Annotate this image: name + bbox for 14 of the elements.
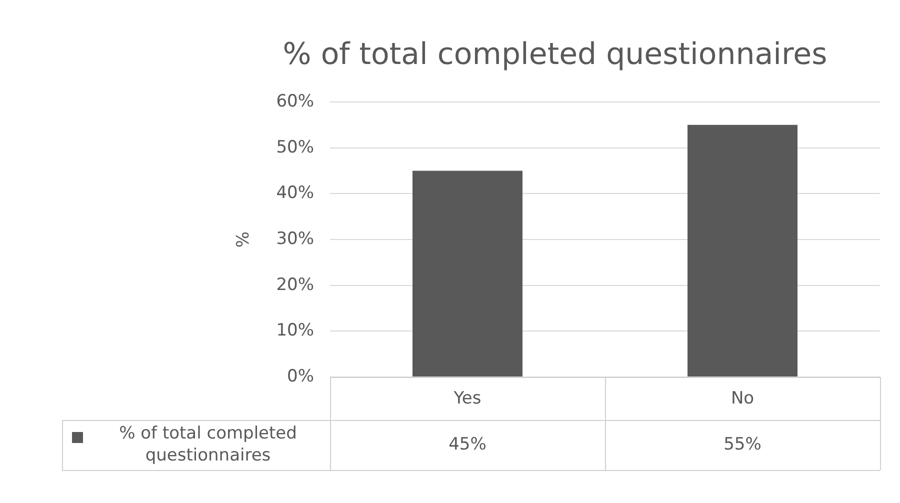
data-label: 45% bbox=[448, 434, 486, 454]
y-tick-label: 10% bbox=[276, 320, 314, 341]
y-tick-label: 60% bbox=[276, 91, 314, 112]
x-tick-label: No bbox=[730, 388, 754, 409]
x-tick-label: Yes bbox=[452, 388, 482, 409]
data-label: 55% bbox=[724, 434, 762, 454]
y-tick-label: 30% bbox=[276, 228, 314, 249]
y-tick-label: 0% bbox=[287, 366, 314, 386]
y-tick-label: 40% bbox=[276, 183, 314, 204]
chart-title: % of total completed questionnaires bbox=[282, 36, 828, 72]
y-axis-title: % bbox=[234, 231, 254, 248]
legend-label: % of total completed questionnaires bbox=[119, 423, 297, 466]
y-tick-label: 50% bbox=[276, 137, 314, 158]
y-tick-label: 20% bbox=[276, 274, 314, 295]
